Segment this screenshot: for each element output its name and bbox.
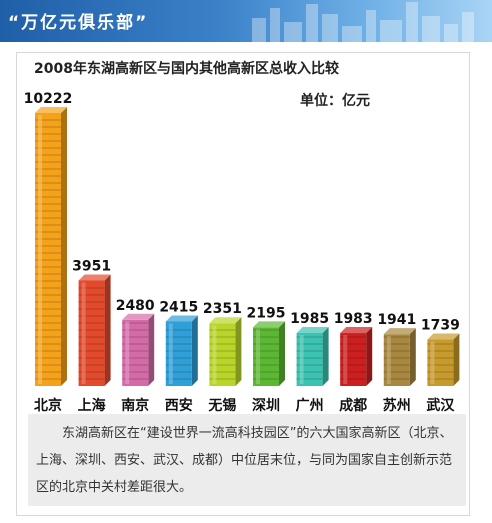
- category-label: 广州: [296, 397, 324, 414]
- chart-title: 2008年东湖高新区与国内其他高新区总收入比较: [34, 61, 339, 77]
- bar-value-label: 2195: [247, 305, 286, 321]
- bar-value-label: 2415: [159, 300, 198, 316]
- category-label: 北京: [34, 397, 62, 414]
- category-label: 成都: [339, 397, 367, 414]
- bar-value-label: 2480: [116, 298, 155, 314]
- bar-value-label: 1941: [377, 312, 416, 328]
- bar-value-label: 2351: [203, 301, 242, 317]
- bar-value-label: 1985: [290, 311, 329, 327]
- bar-value-label: 1983: [334, 311, 373, 327]
- category-label: 西安: [165, 397, 193, 414]
- banner-title: “万亿元俱乐部”: [8, 13, 149, 33]
- banner: “万亿元俱乐部”: [0, 0, 492, 42]
- category-label: 苏州: [383, 397, 411, 414]
- bar: [383, 328, 416, 386]
- bar-value-label: 10222: [24, 91, 73, 107]
- bar-value-label: 1739: [421, 318, 460, 334]
- bar: [296, 326, 329, 386]
- bar: [78, 274, 111, 386]
- category-label: 上海: [78, 397, 106, 414]
- skyline-decoration: [252, 2, 474, 42]
- bar: [340, 327, 373, 386]
- bar-value-label: 3951: [72, 258, 111, 274]
- category-label: 武汉: [426, 397, 455, 414]
- category-label: 深圳: [252, 397, 280, 414]
- bar: [122, 313, 155, 386]
- note-text: 东湖高新区在“建设世界一流高科技园区”的六大国家高新区（北京、上海、深圳、西安、…: [36, 426, 453, 495]
- bar: [35, 107, 67, 386]
- note-box: [28, 414, 466, 506]
- category-label: 无锡: [207, 397, 236, 414]
- bar: [253, 321, 285, 386]
- category-label: 南京: [121, 397, 149, 414]
- bar: [209, 317, 242, 386]
- bar: [165, 315, 198, 386]
- unit-label: 单位：亿元: [300, 93, 370, 109]
- bar: [427, 333, 460, 386]
